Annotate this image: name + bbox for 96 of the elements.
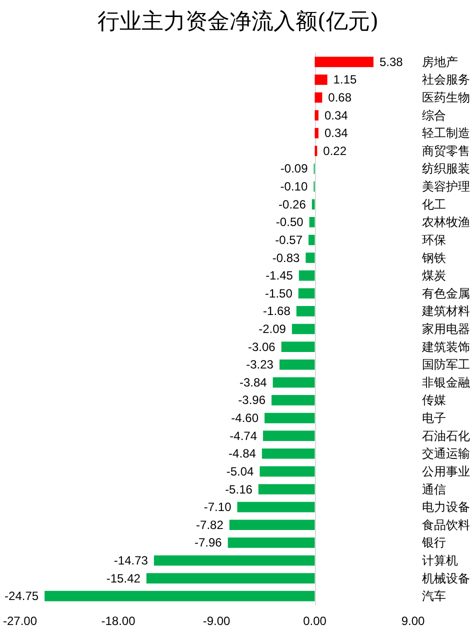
bar	[312, 199, 315, 210]
bar	[292, 324, 315, 334]
data-label: -7.10	[204, 500, 232, 514]
y-tick-label: 美容护理	[422, 180, 470, 194]
bar	[314, 128, 318, 138]
bar	[314, 92, 322, 103]
data-label: -2.09	[258, 322, 286, 336]
y-tick-label: 公用事业	[422, 464, 470, 478]
data-label: -5.04	[226, 464, 254, 478]
y-tick-label: 房地产	[422, 54, 458, 69]
y-tick-label: 石油石化	[422, 428, 470, 443]
bar	[314, 56, 374, 68]
data-label: -24.75	[4, 589, 39, 604]
bar	[44, 590, 315, 602]
x-tick-label: -9.00	[202, 614, 231, 628]
data-label: -0.57	[275, 232, 303, 247]
x-tick-label: 9.00	[401, 614, 425, 628]
data-label: -15.42	[106, 571, 141, 586]
y-tick-label: 汽车	[422, 589, 446, 604]
y-tick-label: 纺织服装	[422, 162, 470, 176]
bar	[154, 555, 315, 566]
data-label: -0.09	[280, 162, 308, 176]
data-label: -4.74	[230, 428, 258, 443]
bar	[281, 342, 315, 352]
bar	[314, 110, 318, 120]
y-tick-label: 社会服务	[422, 72, 470, 87]
y-tick-label: 环保	[422, 232, 446, 247]
y-tick-label: 建筑装饰	[421, 340, 470, 354]
bar	[263, 430, 315, 442]
bar	[258, 484, 315, 494]
y-tick-label: 机械设备	[422, 571, 470, 586]
chart-title: 行业主力资金净流入额(亿元)	[97, 10, 379, 34]
y-tick-label: 轻工制造	[422, 126, 470, 140]
y-tick-label: 国防军工	[422, 358, 470, 372]
y-tick-label: 医药生物	[422, 90, 470, 105]
data-label: -1.50	[265, 286, 293, 300]
data-label: -3.06	[248, 340, 276, 354]
data-label: -7.82	[196, 518, 224, 532]
data-label: -0.10	[280, 180, 308, 194]
data-label: -1.68	[263, 304, 291, 318]
data-label: -3.96	[238, 393, 266, 408]
y-tick-label: 交通运输	[422, 446, 470, 461]
bar	[229, 520, 315, 530]
bar	[264, 412, 315, 424]
data-label: 5.38	[379, 54, 404, 69]
bar	[146, 573, 315, 584]
data-label: -0.26	[278, 197, 306, 212]
bar	[237, 502, 315, 512]
x-tick-label: -27.00	[2, 614, 38, 628]
bar	[262, 448, 315, 459]
y-tick-label: 建筑材料	[421, 304, 470, 318]
y-tick-label: 计算机	[422, 553, 458, 568]
bar	[298, 270, 315, 281]
y-tick-label: 通信	[422, 482, 446, 496]
bar	[228, 538, 315, 548]
data-label: -0.83	[272, 250, 300, 265]
bar	[272, 377, 315, 388]
data-label: -7.96	[194, 536, 222, 550]
y-tick-label: 电子	[422, 411, 446, 426]
data-label: -5.16	[225, 482, 253, 496]
y-tick-label: 电力设备	[422, 500, 470, 514]
bar	[314, 74, 328, 85]
y-tick-label: 煤炭	[422, 268, 446, 283]
data-label: -1.45	[266, 268, 294, 283]
x-tick-label: -18.00	[101, 614, 136, 628]
data-label: 0.68	[328, 90, 352, 105]
data-label: 1.15	[333, 72, 357, 87]
y-tick-label: 有色金属	[422, 286, 470, 300]
y-tick-label: 银行	[421, 536, 446, 550]
data-label: -3.84	[239, 375, 268, 390]
y-tick-label: 商贸零售	[422, 144, 470, 158]
bar	[296, 306, 315, 316]
bar	[309, 216, 315, 228]
bar	[306, 252, 315, 263]
y-tick-label: 钢铁	[421, 250, 446, 265]
y-tick-label: 食品饮料	[422, 518, 470, 532]
data-label: -14.73	[114, 553, 148, 568]
data-label: -4.84	[228, 446, 256, 461]
data-label: 0.34	[324, 126, 348, 140]
x-tick-label: 0.00	[303, 614, 327, 628]
bar	[260, 466, 315, 477]
data-label: -4.60	[231, 411, 259, 426]
bar	[298, 288, 315, 299]
y-tick-label: 家用电器	[422, 322, 470, 336]
y-tick-label: 农林牧渔	[422, 215, 470, 230]
bar	[279, 359, 315, 370]
data-label: 0.34	[324, 108, 348, 122]
y-tick-label: 综合	[422, 108, 446, 122]
y-tick-label: 传媒	[422, 393, 446, 408]
y-tick-label: 非银金融	[422, 375, 470, 390]
data-label: 0.22	[323, 144, 347, 158]
bar	[308, 234, 315, 246]
y-tick-label: 化工	[422, 197, 446, 212]
bar	[272, 395, 315, 406]
data-label: -3.23	[246, 358, 274, 372]
data-label: -0.50	[276, 215, 304, 230]
